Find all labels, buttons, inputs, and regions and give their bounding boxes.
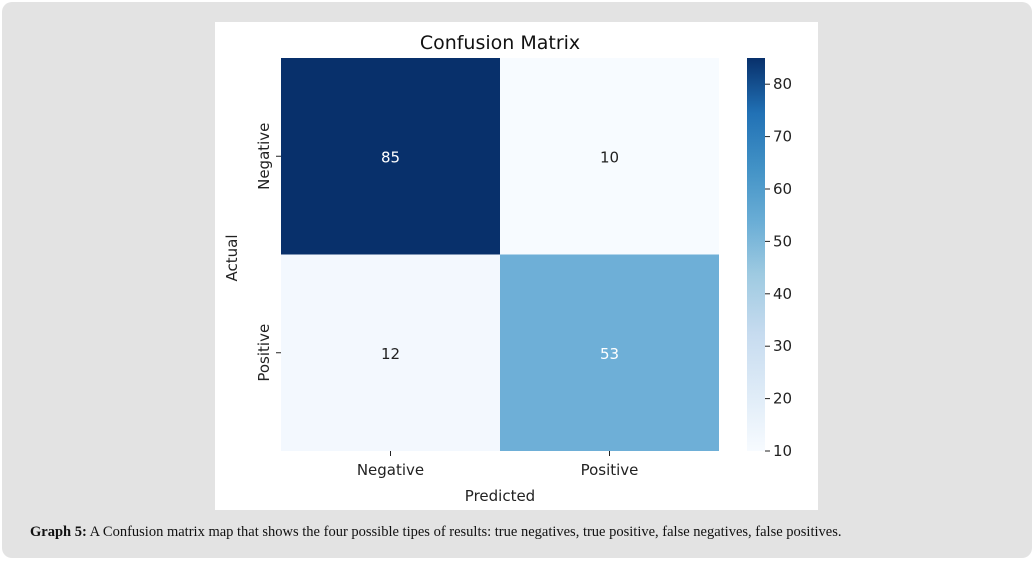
colorbar-tick-label: 50 bbox=[773, 232, 792, 250]
heatmap-cell bbox=[281, 254, 500, 451]
confusion-matrix-heatmap: Confusion Matrix Predicted Actual 85 10 12… bbox=[223, 32, 792, 505]
chart-title: Confusion Matrix bbox=[420, 32, 580, 54]
heatmap-cell bbox=[500, 254, 719, 451]
colorbar-tick-label: 70 bbox=[773, 128, 792, 146]
heatmap-cell bbox=[281, 58, 500, 255]
colorbar-tick-label: 60 bbox=[773, 180, 792, 198]
cell-value-label: 53 bbox=[600, 345, 619, 363]
cell-value-label: 10 bbox=[600, 148, 619, 166]
figure-caption: Graph 5: A Confusion matrix map that sho… bbox=[30, 524, 841, 541]
x-tick-label: Positive bbox=[581, 461, 639, 479]
colorbar-tick-label: 80 bbox=[773, 75, 792, 93]
caption-label: Graph 5: bbox=[30, 524, 87, 540]
heatmap-cell bbox=[500, 58, 719, 255]
cell-value-label: 12 bbox=[381, 345, 400, 363]
y-tick-label: Negative bbox=[255, 123, 273, 190]
colorbar bbox=[747, 58, 765, 451]
caption-text: A Confusion matrix map that shows the fo… bbox=[86, 524, 842, 540]
y-axis-label: Actual bbox=[223, 235, 241, 282]
colorbar-tick-label: 30 bbox=[773, 337, 792, 355]
x-tick-label: Negative bbox=[357, 461, 424, 479]
figure-image: Confusion Matrix Predicted Actual 85 10 12… bbox=[215, 22, 818, 510]
x-axis-label: Predicted bbox=[465, 487, 535, 505]
colorbar-tick-label: 10 bbox=[773, 442, 792, 460]
colorbar-tick-label: 20 bbox=[773, 390, 792, 408]
cell-value-label: 85 bbox=[381, 148, 400, 166]
y-tick-label: Positive bbox=[255, 324, 273, 382]
colorbar-tick-label: 40 bbox=[773, 285, 792, 303]
